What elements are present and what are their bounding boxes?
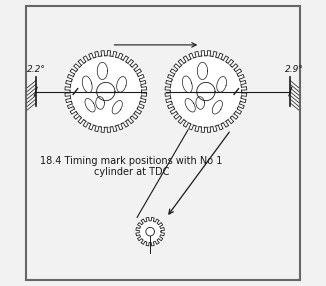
Text: 2.9°: 2.9° [285,65,304,74]
Polygon shape [136,217,164,246]
Polygon shape [197,82,215,101]
Polygon shape [146,227,155,236]
Text: 2.2°: 2.2° [27,65,46,74]
Polygon shape [96,82,115,101]
FancyBboxPatch shape [26,6,300,280]
Polygon shape [65,51,147,132]
Polygon shape [165,51,247,132]
Text: 18.4 Timing mark positions with No 1
cylinder at TDC: 18.4 Timing mark positions with No 1 cyl… [40,156,222,178]
